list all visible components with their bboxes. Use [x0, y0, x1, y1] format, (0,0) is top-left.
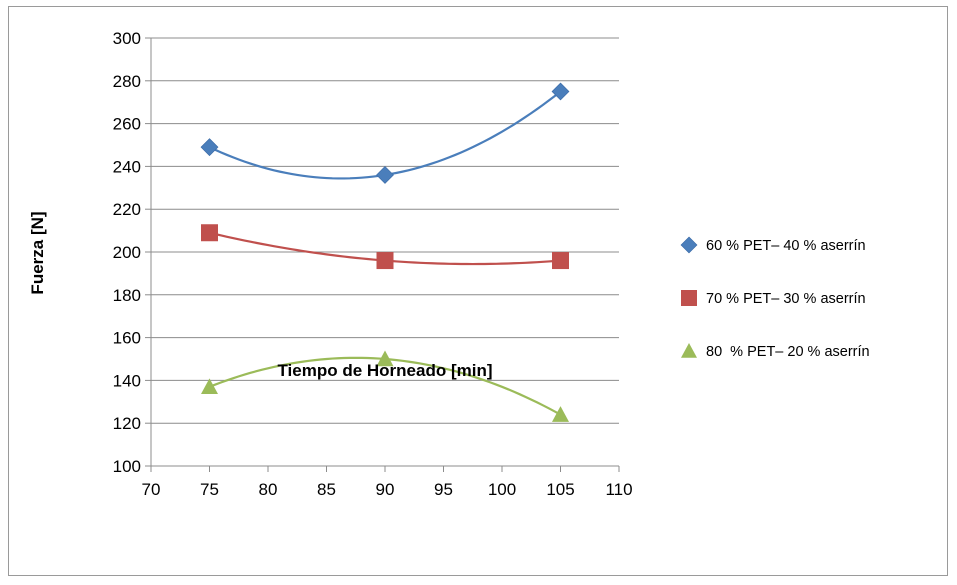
x-axis-title: Tiempo de Horneado [min] — [277, 361, 492, 380]
y-tick-label-100: 100 — [113, 457, 141, 476]
y-tick-label-220: 220 — [113, 200, 141, 219]
data-markers — [200, 82, 570, 422]
y-tick-label-140: 140 — [113, 371, 141, 390]
chart-svg: 100 120 140 160 180 200 220 240 260 280 300 70 75 80 8… — [28, 29, 870, 499]
legend-marker-series-2 — [681, 290, 697, 306]
legend-label-series-3: 80 % PET– 20 % aserrín — [706, 344, 870, 360]
data-point-series-2-90 — [376, 252, 394, 270]
data-point-series-1-75 — [200, 138, 219, 157]
chart-frame: 100 120 140 160 180 200 220 240 260 280 300 70 75 80 8… — [8, 6, 948, 576]
y-tick-label-120: 120 — [113, 414, 141, 433]
y-axis-title: Fuerza [N] — [28, 211, 47, 294]
y-tick-label-160: 160 — [113, 329, 141, 348]
trendline-series-1 — [209, 90, 562, 180]
y-tick-label-300: 300 — [113, 29, 141, 48]
x-tick-label-70: 70 — [142, 480, 161, 499]
data-point-series-1-90 — [376, 166, 394, 184]
x-tick-label-95: 95 — [434, 480, 453, 499]
y-tick-label-280: 280 — [113, 72, 141, 91]
legend-marker-series-1 — [680, 236, 698, 254]
axes: 100 120 140 160 180 200 220 240 260 280 300 70 75 80 8… — [113, 29, 633, 499]
y-tick-label-240: 240 — [113, 157, 141, 176]
legend-marker-series-3 — [681, 343, 697, 358]
x-tick-label-105: 105 — [546, 480, 574, 499]
data-point-series-3-105 — [552, 406, 569, 422]
x-tick-label-100: 100 — [488, 480, 516, 499]
legend: 60 % PET– 40 % aserrín 70 % PET– 30 % ase… — [680, 236, 870, 360]
legend-label-series-1: 60 % PET– 40 % aserrín — [706, 238, 866, 254]
x-tick-label-80: 80 — [259, 480, 278, 499]
y-tick-label-260: 260 — [113, 115, 141, 134]
data-point-series-3-75 — [201, 378, 218, 395]
legend-label-series-2: 70 % PET– 30 % aserrín — [706, 291, 866, 307]
x-tick-label-90: 90 — [376, 480, 395, 499]
y-tick-label-200: 200 — [113, 243, 141, 262]
x-tick-label-110: 110 — [605, 480, 632, 499]
y-tick-label-180: 180 — [113, 286, 141, 305]
data-point-series-1-105 — [551, 82, 570, 101]
x-tick-label-85: 85 — [317, 480, 336, 499]
x-tick-label-75: 75 — [200, 480, 219, 499]
data-point-series-3-90 — [376, 350, 394, 367]
data-point-series-2-105 — [552, 252, 569, 270]
data-point-series-2-75 — [201, 224, 218, 242]
